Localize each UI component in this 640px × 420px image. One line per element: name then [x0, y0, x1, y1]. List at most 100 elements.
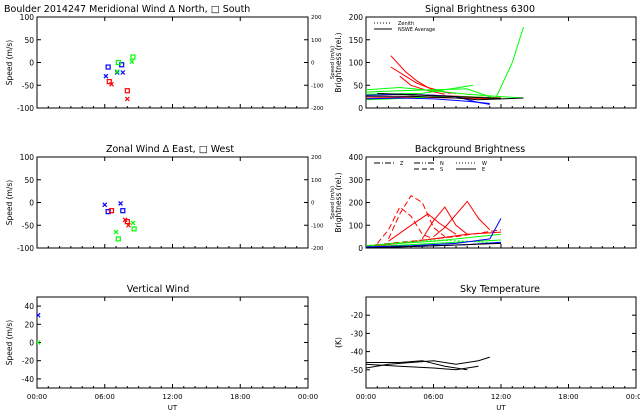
- series-line: [366, 95, 524, 101]
- x-tick-label: 00:00: [27, 393, 47, 401]
- x-tick-label: 18:00: [558, 393, 578, 401]
- series-line: [366, 242, 502, 248]
- chart-title: Zonal Wind Δ East, □ West: [106, 144, 234, 155]
- series-line: [388, 195, 446, 240]
- y-axis-label: (K): [334, 337, 343, 348]
- y-tick-label: -100: [17, 244, 34, 253]
- data-point-x: [37, 340, 41, 345]
- data-point-x: [124, 96, 130, 102]
- panel-3: Zonal Wind Δ East, □ West 100 50 0 -50 -100 Sp…: [5, 144, 336, 253]
- y-tick-label: 400: [349, 153, 364, 162]
- legend-label: W: [482, 161, 487, 167]
- y-tick-label: 0: [29, 59, 34, 68]
- series-line: [366, 233, 502, 247]
- data-point-square: [106, 79, 112, 85]
- series-line: [366, 239, 502, 247]
- legend-label: NSWE Average: [398, 27, 435, 33]
- y-right-tick-label: -200: [311, 106, 324, 112]
- series-line: [366, 356, 490, 369]
- data-point-x: [109, 81, 114, 87]
- x-tick-label: 12:00: [162, 393, 182, 401]
- data-point-square: [115, 59, 121, 66]
- data-point-x: [103, 73, 109, 79]
- series-group: [37, 312, 41, 345]
- data-point-x: [113, 229, 119, 235]
- panel-4: Background Brightness 0 100 200 300 400 Bright…: [334, 144, 637, 253]
- data-point-square: [105, 64, 111, 70]
- legend-label: Z: [400, 161, 404, 167]
- x-tick-label: 06:00: [423, 393, 443, 401]
- y-right-axis-label: Speed (m/s): [330, 186, 336, 219]
- chart-title: Vertical Wind: [127, 284, 189, 295]
- x-axis-label: UT: [496, 404, 506, 412]
- x-tick-label: 06:00: [95, 393, 115, 401]
- y-tick-label: 200: [349, 13, 364, 22]
- y-axis-label: Speed (m/s): [5, 40, 14, 86]
- chart-title: Signal Brightness 6300: [425, 4, 535, 15]
- data-point-square: [131, 226, 137, 232]
- y-right-tick-label: 100: [311, 38, 322, 44]
- series-line: [366, 229, 502, 247]
- x-tick-label: 00:00: [356, 393, 376, 401]
- series-line: [433, 200, 491, 237]
- x-tick-label: 18:00: [230, 393, 250, 401]
- y-tick-label: -40: [22, 375, 34, 384]
- x-axis-label: UT: [168, 404, 178, 412]
- plot-frame: [36, 156, 309, 249]
- y-tick-label: 40: [24, 302, 34, 311]
- y-tick-label: -100: [17, 104, 34, 113]
- legend-label: N: [440, 161, 444, 167]
- data-point-square: [105, 209, 111, 215]
- series-line: [377, 92, 502, 99]
- y-tick-label: 200: [349, 199, 364, 208]
- data-point-x: [118, 200, 123, 206]
- data-point-x: [114, 69, 120, 75]
- y-tick-label: 100: [349, 59, 364, 68]
- y-tick-label: -30: [351, 329, 363, 338]
- chart-title: Boulder 2014247 Meridional Wind Δ North,…: [4, 4, 250, 15]
- series-line: [366, 26, 524, 100]
- y-tick-label: 100: [349, 221, 364, 230]
- data-point-x: [126, 222, 131, 228]
- panel-5: Vertical Wind 00:00 06:00 12:00 18:00 00:00 UT…: [5, 284, 318, 412]
- y-right-axis-label: Speed (m/s): [330, 46, 336, 79]
- y-right-tick-label: 0: [311, 201, 315, 207]
- y-tick-label: 50: [24, 36, 34, 45]
- y-tick-label: 100: [20, 13, 35, 22]
- y-tick-label: 150: [349, 36, 364, 45]
- series-line: [366, 218, 502, 248]
- y-tick-label: 20: [24, 320, 34, 329]
- plot-frame: [36, 16, 309, 109]
- x-tick-label: 00:00: [626, 393, 640, 401]
- data-point-x: [130, 220, 136, 226]
- series-line: [388, 213, 457, 242]
- data-point-x: [37, 312, 41, 318]
- y-right-tick-label: 200: [311, 15, 322, 21]
- legend-label: E: [482, 167, 485, 173]
- y-axis-label: Brightness (rel.): [334, 172, 343, 232]
- series-line: [366, 363, 479, 371]
- series-group: [366, 356, 490, 371]
- legend-label: S: [440, 167, 443, 173]
- y-right-tick-label: 0: [311, 61, 315, 67]
- y-tick-label: 0: [358, 244, 363, 253]
- y-right-tick-label: 100: [311, 178, 322, 184]
- series-line: [421, 206, 468, 240]
- data-point-square: [115, 236, 121, 242]
- data-point-x: [102, 202, 108, 208]
- y-tick-label: -20: [22, 357, 34, 366]
- data-point-x: [120, 70, 126, 75]
- series-line: [366, 239, 502, 248]
- y-right-tick-label: -100: [311, 223, 324, 229]
- y-tick-label: 0: [358, 104, 363, 113]
- series-line: [366, 86, 524, 99]
- series-line: [366, 360, 468, 371]
- legend-label: Zenith: [398, 21, 414, 27]
- x-tick-label: 12:00: [491, 393, 511, 401]
- y-right-tick-label: -100: [311, 83, 324, 89]
- data-point-x: [129, 59, 135, 65]
- y-tick-label: -40: [351, 348, 363, 357]
- panel-6: Sky Temperature 00:00 06:00 12:00 18:00 00:00…: [334, 284, 640, 412]
- series-line: [376, 206, 434, 244]
